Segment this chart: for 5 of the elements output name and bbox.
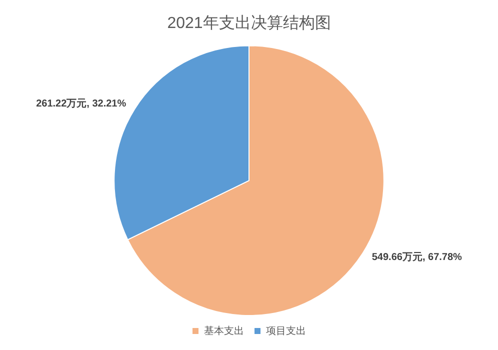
data-label: 549.66万元, 67.78% <box>372 251 462 264</box>
legend-label: 项目支出 <box>266 324 306 337</box>
chart-title: 2021年支出决算结构图 <box>167 14 331 32</box>
legend-label: 基本支出 <box>204 324 244 337</box>
data-label: 261.22万元, 32.21% <box>36 98 126 110</box>
